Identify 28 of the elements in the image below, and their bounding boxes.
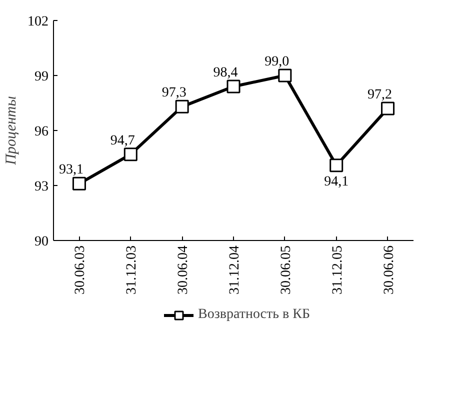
x-tick-label: 31.12.03: [124, 246, 140, 294]
data-label: 97,3: [162, 86, 186, 101]
point: [72, 176, 86, 190]
point: [124, 148, 138, 162]
y-axis-title: Проценты: [4, 96, 20, 166]
x-tick-label: 30.06.04: [176, 246, 192, 294]
x-tick-label: 30.06.05: [278, 246, 294, 294]
y-tick-label: 90: [34, 234, 48, 250]
point: [175, 100, 189, 114]
y-tick-label: 102: [28, 14, 48, 30]
legend-label: Возвратность в КБ: [198, 307, 310, 323]
y-tick-label: 93: [34, 180, 48, 194]
point: [381, 102, 395, 116]
data-label: 99,0: [264, 54, 290, 70]
x-tick-label: 31.12.04: [228, 246, 242, 294]
data-label: 98,4: [213, 66, 238, 80]
x-tick-label: 30.06.03: [73, 246, 88, 294]
y-tick-label: 96: [34, 124, 48, 140]
point: [226, 80, 240, 94]
data-label: 93,1: [58, 162, 84, 178]
y-tick-label: 99: [34, 70, 48, 84]
point: [278, 68, 292, 82]
data-label: 97,2: [368, 88, 392, 102]
point: [330, 158, 344, 172]
data-label: 94,7: [110, 133, 135, 148]
x-tick-label: 30.06.06: [382, 246, 397, 294]
data-label: 94,1: [324, 174, 349, 190]
x-tick-label: 31.12.05: [330, 246, 346, 294]
